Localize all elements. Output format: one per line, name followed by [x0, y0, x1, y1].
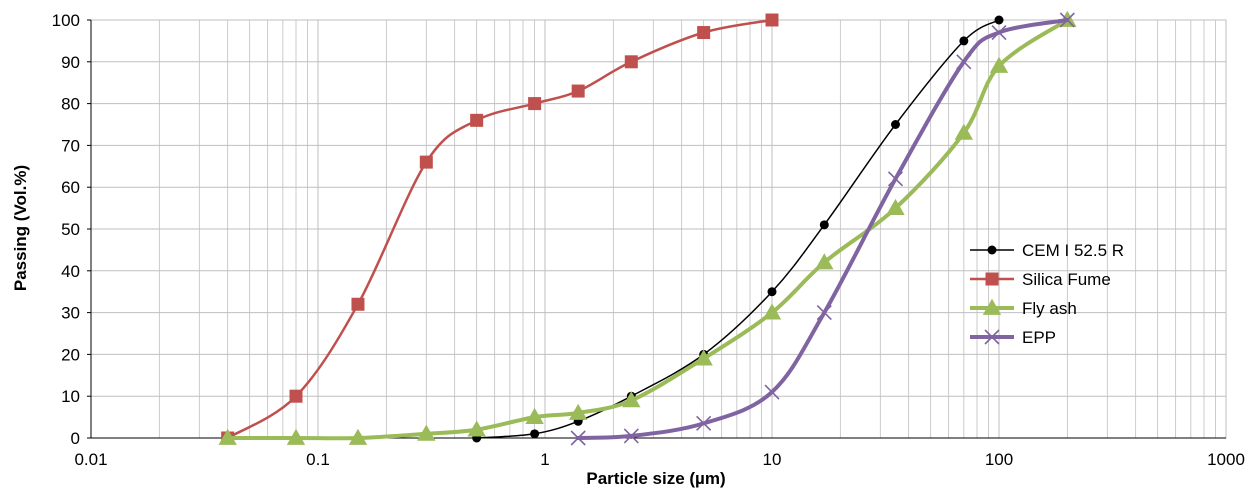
data-point — [624, 55, 638, 69]
y-tick-label: 100 — [52, 11, 80, 30]
data-point — [994, 15, 1004, 25]
data-point — [954, 123, 974, 140]
data-point — [959, 36, 969, 46]
data-point — [982, 298, 1002, 315]
y-tick-label: 40 — [61, 262, 80, 281]
data-point — [286, 428, 306, 445]
data-point — [470, 113, 484, 127]
x-tick-label: 0.01 — [74, 450, 107, 469]
data-point — [696, 415, 712, 431]
data-point — [1059, 12, 1075, 28]
series-line — [576, 18, 1070, 440]
y-tick-label: 10 — [61, 387, 80, 406]
x-axis-title: Particle size (µm) — [586, 469, 725, 488]
data-point — [886, 198, 905, 215]
data-point — [697, 26, 711, 40]
data-point — [568, 403, 588, 420]
data-point — [819, 220, 829, 230]
data-point — [989, 56, 1009, 73]
series-line — [225, 18, 1070, 441]
data-point — [891, 120, 901, 129]
legend-label: CEM I 52.5 R — [1022, 241, 1124, 260]
legend-item: Fly ash — [970, 298, 1077, 318]
y-tick-label: 60 — [61, 178, 80, 197]
data-point — [694, 349, 713, 366]
y-tick-label: 30 — [61, 304, 80, 323]
data-point — [985, 272, 999, 286]
data-point — [525, 407, 544, 424]
legend-item: EPP — [970, 328, 1056, 347]
x-tick-label: 1000 — [1207, 450, 1245, 469]
data-point — [622, 391, 641, 408]
data-point — [571, 84, 585, 98]
legend-label: Fly ash — [1022, 299, 1077, 318]
data-point — [419, 155, 433, 169]
legend-item: CEM I 52.5 R — [970, 241, 1124, 260]
data-point — [417, 424, 436, 441]
data-point — [956, 54, 972, 70]
y-tick-label: 90 — [61, 53, 80, 72]
series-epp — [570, 12, 1075, 446]
y-tick-label: 20 — [61, 345, 80, 364]
data-point — [623, 428, 639, 444]
series-line — [475, 19, 1000, 439]
legend-label: Silica Fume — [1022, 270, 1111, 289]
y-tick-label: 80 — [61, 95, 80, 114]
data-point — [467, 420, 486, 437]
grid — [90, 19, 1227, 439]
data-point — [764, 384, 780, 400]
data-point — [767, 287, 777, 297]
data-point — [218, 428, 237, 445]
data-point — [815, 253, 834, 270]
data-point — [351, 297, 365, 311]
data-point — [816, 305, 832, 321]
y-tick-label: 0 — [71, 429, 80, 448]
y-axis-title: Passing (Vol.%) — [11, 165, 30, 291]
x-tick-label: 1 — [540, 450, 549, 469]
data-point — [289, 389, 303, 403]
data-point — [528, 97, 542, 111]
legend: CEM I 52.5 R Silica Fume Fly ash EPP — [970, 241, 1124, 347]
data-point — [984, 329, 1000, 345]
x-tick-label: 0.1 — [306, 450, 330, 469]
axes: 0.01 0.1 1 10 100 1000 0 10 20 30 40 50 60 70 80 90 100 — [52, 11, 1245, 469]
data-point — [762, 303, 782, 320]
legend-item: Silica Fume — [970, 270, 1111, 289]
data-point — [570, 430, 586, 446]
series-silica-fume — [221, 13, 779, 445]
legend-label: EPP — [1022, 328, 1056, 347]
x-tick-label: 100 — [985, 450, 1013, 469]
data-point — [991, 24, 1007, 41]
data-point — [887, 171, 904, 187]
x-tick-label: 10 — [763, 450, 782, 469]
data-point — [530, 429, 540, 439]
series-fly-ash — [218, 10, 1077, 445]
y-tick-label: 50 — [61, 220, 80, 239]
data-point — [765, 13, 779, 27]
y-tick-label: 70 — [61, 136, 80, 155]
data-point — [987, 245, 997, 255]
data-point — [348, 428, 368, 445]
series-layer — [218, 10, 1077, 446]
